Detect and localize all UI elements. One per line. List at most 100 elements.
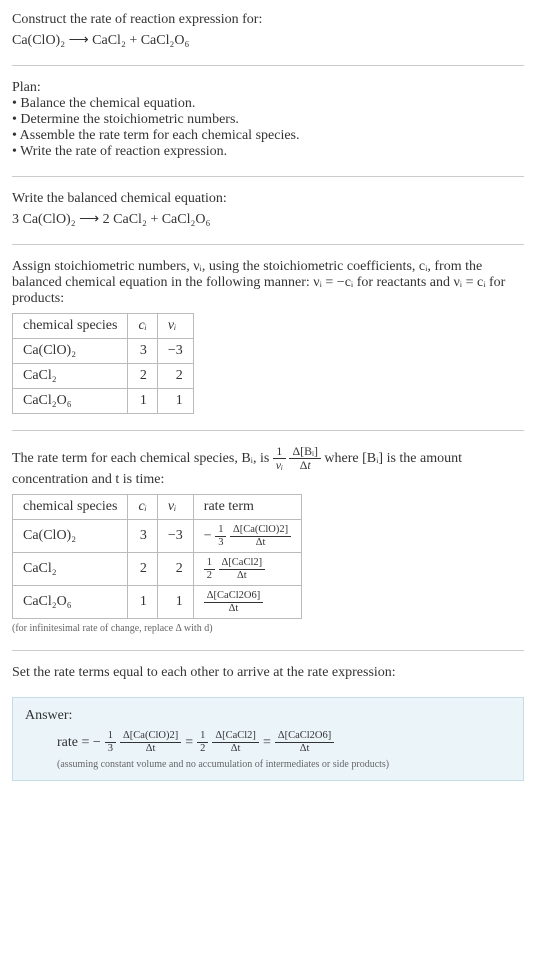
- answer-box: Answer: rate = − 1 3 Δ[Ca(ClO)2] Δt = 1 …: [12, 697, 524, 780]
- rate-prefix: rate = −: [57, 735, 101, 751]
- table-row: CaCl₂O₆ 1 1 Δ[CaCl2O6] Δt: [13, 586, 302, 619]
- frac: Δ[Ca(ClO)2] Δt: [230, 524, 291, 548]
- frac: 1 2: [197, 730, 208, 754]
- header-label: cᵢ: [138, 499, 146, 514]
- frac-num: Δ[Bᵢ]: [289, 445, 320, 459]
- rate-term-table: chemical species cᵢ νᵢ rate term Ca(ClO)…: [12, 494, 302, 619]
- frac-num: Δ[CaCl2O6]: [204, 590, 263, 603]
- frac-den: 2: [204, 570, 215, 582]
- balanced-title: Write the balanced chemical equation:: [12, 191, 524, 207]
- divider: [12, 650, 524, 651]
- frac: Δ[CaCl2] Δt: [219, 557, 266, 581]
- table-cell: CaCl₂O₆: [13, 586, 128, 619]
- frac-den: 2: [197, 743, 208, 755]
- set-equal-text: Set the rate terms equal to each other t…: [12, 665, 524, 681]
- table-row: CaCl₂ 2 2 1 2 Δ[CaCl2] Δt: [13, 553, 302, 586]
- frac: Δ[Ca(ClO)2] Δt: [120, 730, 181, 754]
- header-section: Construct the rate of reaction expressio…: [12, 12, 524, 49]
- table-cell: 2: [128, 364, 157, 389]
- frac: 1 3: [215, 524, 226, 548]
- plan-item: • Assemble the rate term for each chemic…: [12, 128, 524, 144]
- divider: [12, 176, 524, 177]
- equals: =: [263, 735, 271, 751]
- divider: [12, 244, 524, 245]
- table-row: Ca(ClO)₂ 3 −3: [13, 339, 194, 364]
- table-cell: 1: [128, 389, 157, 414]
- table-row: CaCl₂ 2 2: [13, 364, 194, 389]
- plan-item: • Determine the stoichiometric numbers.: [12, 112, 524, 128]
- intro-prefix: The rate term for each chemical species,…: [12, 451, 273, 466]
- answer-equation: rate = − 1 3 Δ[Ca(ClO)2] Δt = 1 2 Δ[CaCl…: [25, 730, 511, 754]
- rate-term-intro: The rate term for each chemical species,…: [12, 445, 524, 488]
- frac: Δ[Bᵢ] Δt: [289, 445, 320, 472]
- frac-den: Δt: [219, 570, 266, 582]
- plan-item: • Balance the chemical equation.: [12, 96, 524, 112]
- header-title: Construct the rate of reaction expressio…: [12, 12, 524, 28]
- table-cell: CaCl₂: [13, 553, 128, 586]
- frac-num: Δ[Ca(ClO)2]: [120, 730, 181, 743]
- balanced-section: Write the balanced chemical equation: 3 …: [12, 191, 524, 228]
- frac-num: 1: [215, 524, 226, 537]
- table-cell: Ca(ClO)₂: [13, 520, 128, 553]
- frac: 1 3: [105, 730, 116, 754]
- table-cell: 1: [157, 389, 193, 414]
- table-header: rate term: [193, 495, 301, 520]
- frac-den: Δt: [212, 743, 259, 755]
- header-label: νᵢ: [168, 499, 176, 514]
- sign: −: [204, 528, 212, 543]
- table-header: chemical species: [13, 495, 128, 520]
- frac: Δ[CaCl2O6] Δt: [204, 590, 263, 614]
- header-label: cᵢ: [138, 318, 146, 333]
- frac-den: Δt: [230, 537, 291, 549]
- frac-num: 1: [204, 557, 215, 570]
- frac-den: Δt: [275, 743, 334, 755]
- table-cell: 3: [128, 520, 157, 553]
- plan-section: Plan: • Balance the chemical equation. •…: [12, 80, 524, 160]
- table-header: νᵢ: [157, 314, 193, 339]
- table-cell: CaCl₂: [13, 364, 128, 389]
- rate-term-note: (for infinitesimal rate of change, repla…: [12, 623, 524, 634]
- stoich-table: chemical species cᵢ νᵢ Ca(ClO)₂ 3 −3 CaC…: [12, 313, 194, 414]
- table-header: chemical species: [13, 314, 128, 339]
- table-header: cᵢ: [128, 495, 157, 520]
- frac-den: Δt: [204, 603, 263, 615]
- frac-num: 1: [105, 730, 116, 743]
- table-cell: −3: [157, 339, 193, 364]
- frac-den: Δt: [120, 743, 181, 755]
- plan-title: Plan:: [12, 80, 524, 96]
- frac-num: Δ[Ca(ClO)2]: [230, 524, 291, 537]
- stoich-intro: Assign stoichiometric numbers, νᵢ, using…: [12, 259, 524, 307]
- frac: 1 νᵢ: [273, 445, 286, 472]
- plan-item: • Write the rate of reaction expression.: [12, 144, 524, 160]
- table-cell: − 1 3 Δ[Ca(ClO)2] Δt: [193, 520, 301, 553]
- stoich-section: Assign stoichiometric numbers, νᵢ, using…: [12, 259, 524, 414]
- frac-num: Δ[CaCl2]: [219, 557, 266, 570]
- header-equation: Ca(ClO)₂ ⟶ CaCl₂ + CaCl₂O₆: [12, 32, 524, 49]
- table-header: νᵢ: [157, 495, 193, 520]
- table-header-row: chemical species cᵢ νᵢ rate term: [13, 495, 302, 520]
- table-cell: 1: [157, 586, 193, 619]
- table-cell: CaCl₂O₆: [13, 389, 128, 414]
- frac: 1 2: [204, 557, 215, 581]
- table-cell: Ca(ClO)₂: [13, 339, 128, 364]
- frac: Δ[CaCl2] Δt: [212, 730, 259, 754]
- frac-num: 1: [197, 730, 208, 743]
- table-cell: 1 2 Δ[CaCl2] Δt: [193, 553, 301, 586]
- frac-num: Δ[CaCl2]: [212, 730, 259, 743]
- plan-list: • Balance the chemical equation. • Deter…: [12, 96, 524, 160]
- divider: [12, 430, 524, 431]
- frac-den: νᵢ: [273, 459, 286, 472]
- frac-den: 3: [105, 743, 116, 755]
- header-label: νᵢ: [168, 318, 176, 333]
- table-cell: 2: [157, 553, 193, 586]
- table-cell: 2: [157, 364, 193, 389]
- answer-title: Answer:: [25, 708, 511, 724]
- table-header: cᵢ: [128, 314, 157, 339]
- frac-den: Δt: [289, 459, 320, 472]
- table-cell: Δ[CaCl2O6] Δt: [193, 586, 301, 619]
- balanced-equation: 3 Ca(ClO)₂ ⟶ 2 CaCl₂ + CaCl₂O₆: [12, 211, 524, 228]
- table-cell: −3: [157, 520, 193, 553]
- table-cell: 1: [128, 586, 157, 619]
- table-row: CaCl₂O₆ 1 1: [13, 389, 194, 414]
- table-row: Ca(ClO)₂ 3 −3 − 1 3 Δ[Ca(ClO)2] Δt: [13, 520, 302, 553]
